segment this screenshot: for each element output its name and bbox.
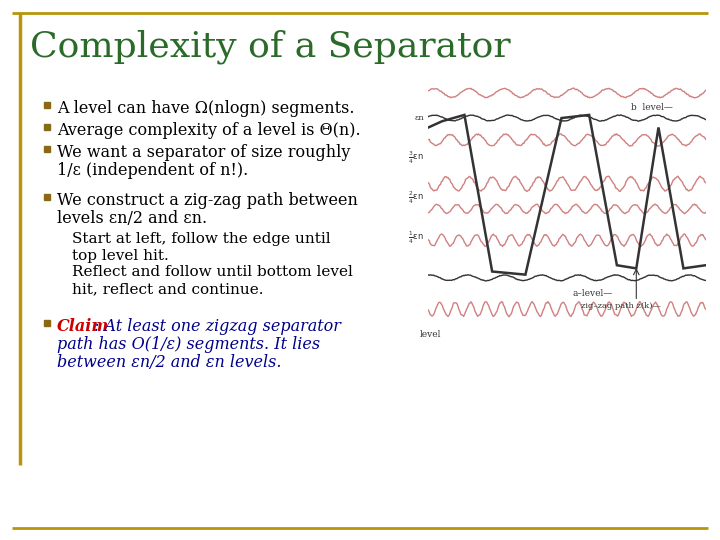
Bar [44, 320, 50, 326]
Text: $\frac{1}{4}$εn: $\frac{1}{4}$εn [408, 230, 424, 246]
Text: We construct a zig-zag path between: We construct a zig-zag path between [57, 192, 358, 209]
Text: Claim: Claim [57, 318, 109, 335]
Bar [44, 102, 50, 108]
Text: $\frac{2}{4}$εn: $\frac{2}{4}$εn [408, 190, 424, 206]
Text: : At least one zigzag separator: : At least one zigzag separator [94, 318, 341, 335]
Text: A level can have Ω(nlogn) segments.: A level can have Ω(nlogn) segments. [57, 100, 354, 117]
Text: hit, reflect and continue.: hit, reflect and continue. [72, 282, 264, 296]
Text: top level hit.: top level hit. [72, 249, 168, 263]
Bar [44, 194, 50, 200]
Bar [44, 124, 50, 130]
Text: $\frac{3}{4}$εn: $\frac{3}{4}$εn [408, 150, 424, 166]
Text: εn: εn [415, 114, 424, 122]
Bar [60, 234, 66, 238]
Text: Average complexity of a level is Θ(n).: Average complexity of a level is Θ(n). [57, 122, 361, 139]
Bar [60, 267, 66, 271]
Text: Reflect and follow until bottom level: Reflect and follow until bottom level [72, 265, 353, 279]
Text: 1/ε (independent of n!).: 1/ε (independent of n!). [57, 162, 248, 179]
Text: zig–zag path z(k)—: zig–zag path z(k)— [581, 302, 661, 310]
Text: b  level—: b level— [631, 103, 672, 112]
Text: levels εn/2 and εn.: levels εn/2 and εn. [57, 210, 207, 227]
Text: between εn/2 and εn levels.: between εn/2 and εn levels. [57, 354, 282, 371]
Text: level: level [420, 329, 441, 339]
Text: path has O(1/ε) segments. It lies: path has O(1/ε) segments. It lies [57, 336, 320, 353]
Bar [44, 146, 50, 152]
Text: We want a separator of size roughly: We want a separator of size roughly [57, 144, 351, 161]
Text: Complexity of a Separator: Complexity of a Separator [30, 30, 510, 64]
Text: Start at left, follow the edge until: Start at left, follow the edge until [72, 232, 330, 246]
Text: a–level—: a–level— [572, 289, 613, 298]
